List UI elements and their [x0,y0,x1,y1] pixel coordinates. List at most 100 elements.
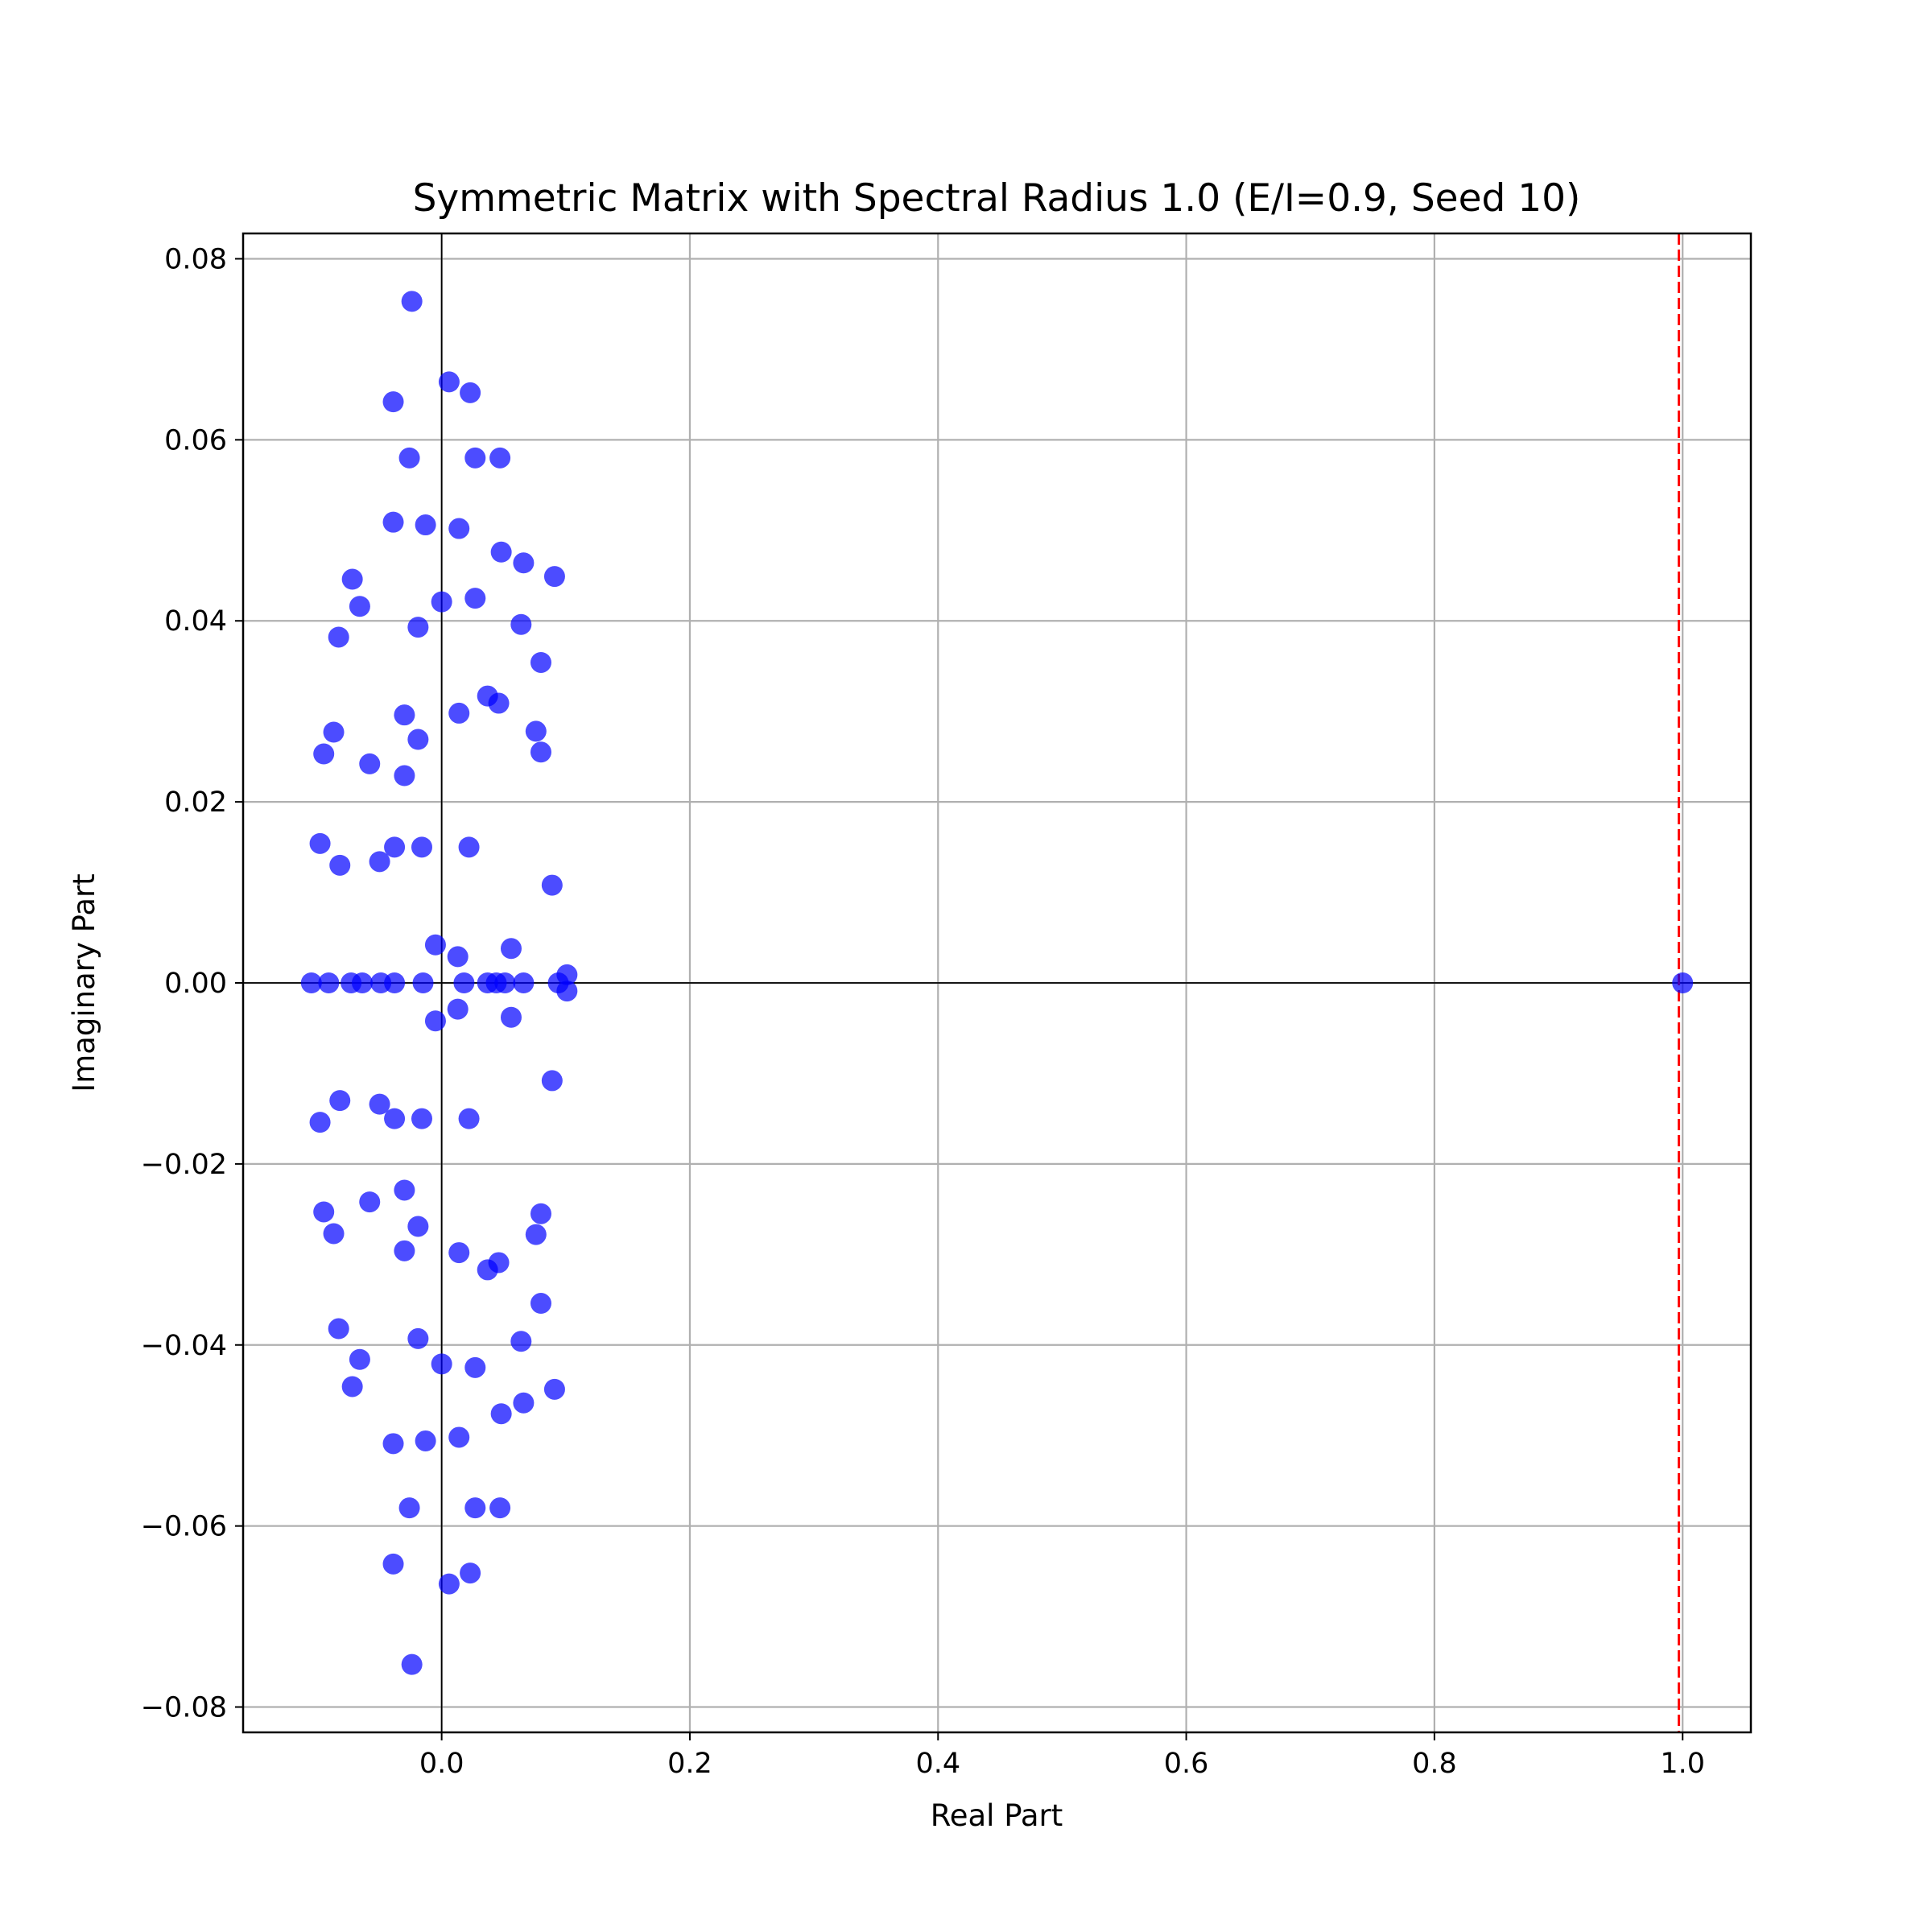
data-point [415,514,436,536]
data-point [543,1378,565,1400]
data-point [500,938,522,960]
data-point [464,1497,486,1519]
data-point [384,836,406,858]
data-point [412,972,434,993]
data-point [510,1331,532,1352]
y-tick-label: 0.00 [164,968,227,1000]
data-point [407,1216,429,1237]
data-point [510,613,532,635]
data-point [438,1573,460,1595]
data-point [313,1201,335,1223]
x-axis-ticks: 0.0 0.2 0.4 0.6 0.8 1.0 [419,1732,1705,1780]
data-point [359,753,381,774]
y-tick-label: 0.06 [164,424,227,456]
data-point [407,729,429,750]
data-points [300,291,1694,1675]
data-point [458,836,480,858]
data-point [411,1108,432,1129]
data-point [300,972,322,993]
chart-title: Symmetric Matrix with Spectral Radius 1.… [413,176,1581,221]
data-point [460,1563,481,1584]
data-point [341,568,363,590]
x-tick-label: 0.4 [915,1748,960,1780]
y-tick-label: −0.02 [141,1149,227,1181]
data-point [547,972,569,993]
data-point [323,721,345,743]
data-point [349,596,370,617]
data-point [318,972,340,993]
x-axis-label: Real Part [931,1798,1063,1833]
data-point [309,1112,331,1133]
data-point [460,382,481,403]
data-point [323,1223,345,1245]
x-tick-label: 1.0 [1660,1748,1705,1780]
data-point [359,1191,381,1213]
y-tick-label: −0.08 [141,1692,227,1724]
data-point [382,1433,404,1455]
data-point [447,998,469,1020]
data-point [500,1006,522,1028]
data-point [329,854,351,876]
data-point [415,1430,436,1451]
data-point [458,1108,480,1129]
data-point [313,743,335,765]
data-point [369,851,390,873]
data-point [525,720,547,742]
data-point [543,566,565,588]
data-point [424,1010,446,1032]
data-point [394,1179,415,1201]
data-point [541,1070,563,1092]
data-point [382,391,404,413]
data-point [407,1327,429,1349]
data-point [464,1356,486,1378]
data-point [513,972,535,993]
data-point [513,1392,535,1414]
x-tick-label: 0.6 [1164,1748,1209,1780]
data-point [530,741,551,763]
y-tick-label: −0.04 [141,1330,227,1362]
y-tick-label: 0.04 [164,605,227,638]
data-point [431,591,452,613]
data-point [488,692,510,714]
data-point [530,651,551,673]
data-point [349,1348,370,1370]
data-point [448,518,470,539]
data-point [328,626,349,648]
y-tick-label: 0.08 [164,243,227,275]
data-point [464,588,486,609]
data-point [394,1240,415,1261]
data-point [448,702,470,724]
y-axis-label: Imaginary Part [67,873,101,1092]
data-point [530,1203,551,1224]
data-point [309,832,331,854]
data-point [384,1108,406,1129]
data-point [411,836,432,858]
data-point [398,1497,420,1519]
x-tick-label: 0.8 [1412,1748,1457,1780]
data-point [329,1090,351,1112]
data-point [447,946,469,968]
data-point [530,1293,551,1315]
data-point [369,1093,390,1115]
data-point [424,934,446,956]
data-point [401,1653,423,1675]
data-point [351,972,373,993]
y-tick-label: −0.06 [141,1511,227,1543]
data-point [382,511,404,533]
data-point [341,1376,363,1397]
data-point [382,1553,404,1575]
data-point [453,972,475,993]
x-tick-label: 0.2 [667,1748,712,1780]
data-point [513,552,535,574]
data-point [1672,972,1694,993]
x-tick-label: 0.0 [419,1748,464,1780]
data-point [489,1497,511,1519]
data-point [438,371,460,393]
data-point [448,1242,470,1264]
data-point [448,1426,470,1448]
data-point [489,447,511,469]
data-point [328,1318,349,1340]
